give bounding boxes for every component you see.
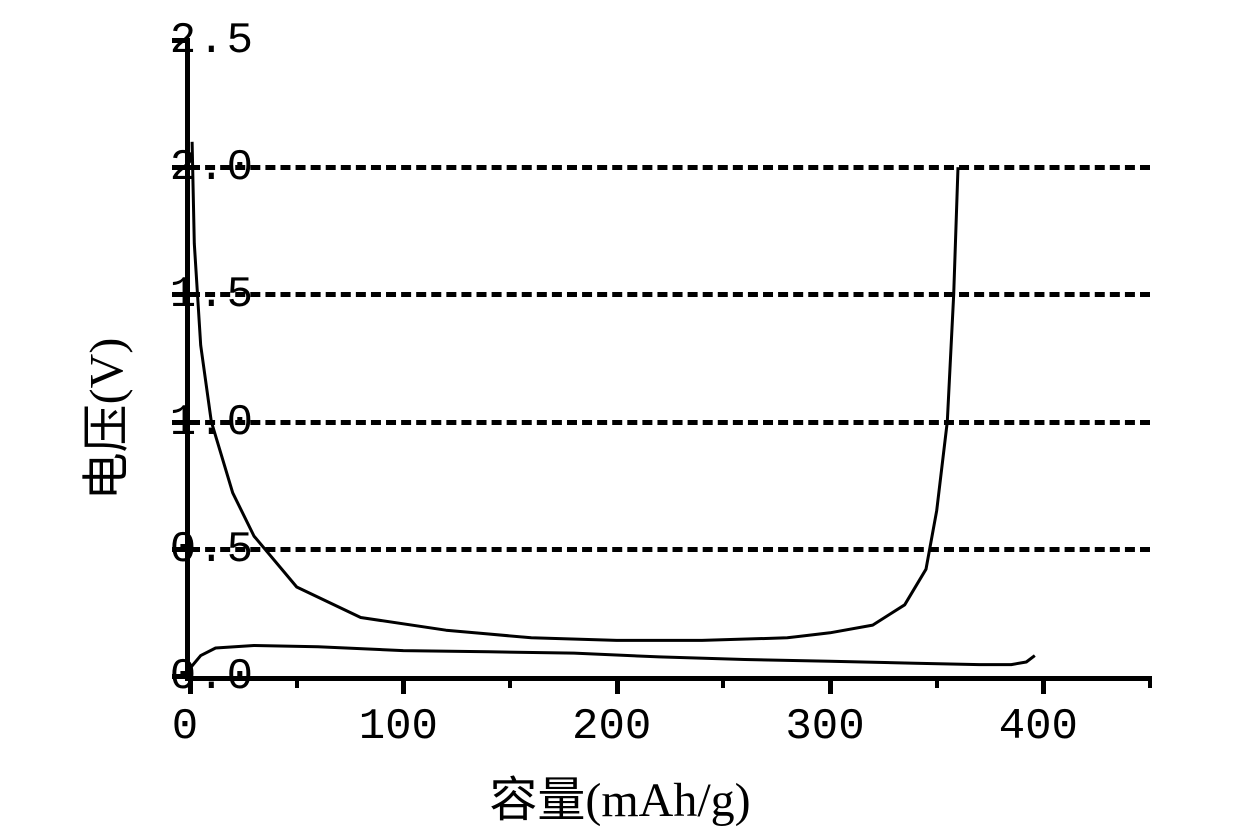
y-tick-label: 1.0 bbox=[125, 398, 255, 448]
y-tick-label: 2.5 bbox=[125, 16, 255, 66]
x-tick-label: 100 bbox=[348, 702, 448, 752]
x-tick-minor bbox=[508, 676, 512, 688]
x-tick-minor bbox=[295, 676, 299, 688]
chart-curves bbox=[190, 40, 1150, 676]
chart-container bbox=[185, 40, 1145, 676]
x-tick-label: 200 bbox=[562, 702, 662, 752]
x-tick-minor bbox=[1148, 676, 1152, 688]
y-tick-label: 2.0 bbox=[125, 143, 255, 193]
x-tick-major bbox=[1041, 676, 1046, 694]
x-tick-label: 300 bbox=[775, 702, 875, 752]
x-tick-major bbox=[828, 676, 833, 694]
x-tick-major bbox=[615, 676, 620, 694]
x-tick-label: 400 bbox=[988, 702, 1088, 752]
x-tick-label: 0 bbox=[135, 702, 235, 752]
y-tick-label: 0.0 bbox=[125, 652, 255, 702]
series-discharge bbox=[190, 646, 1035, 669]
x-tick-major bbox=[401, 676, 406, 694]
x-tick-minor bbox=[935, 676, 939, 688]
x-tick-minor bbox=[721, 676, 725, 688]
grid-line bbox=[190, 547, 1150, 552]
x-axis-title: 容量(mAh/g) bbox=[489, 760, 750, 830]
grid-line bbox=[190, 420, 1150, 425]
grid-line bbox=[190, 165, 1150, 170]
y-tick-label: 0.5 bbox=[125, 525, 255, 575]
series-charge bbox=[192, 142, 958, 641]
grid-line bbox=[190, 292, 1150, 297]
y-tick-label: 1.5 bbox=[125, 270, 255, 320]
plot-area bbox=[185, 40, 1150, 681]
